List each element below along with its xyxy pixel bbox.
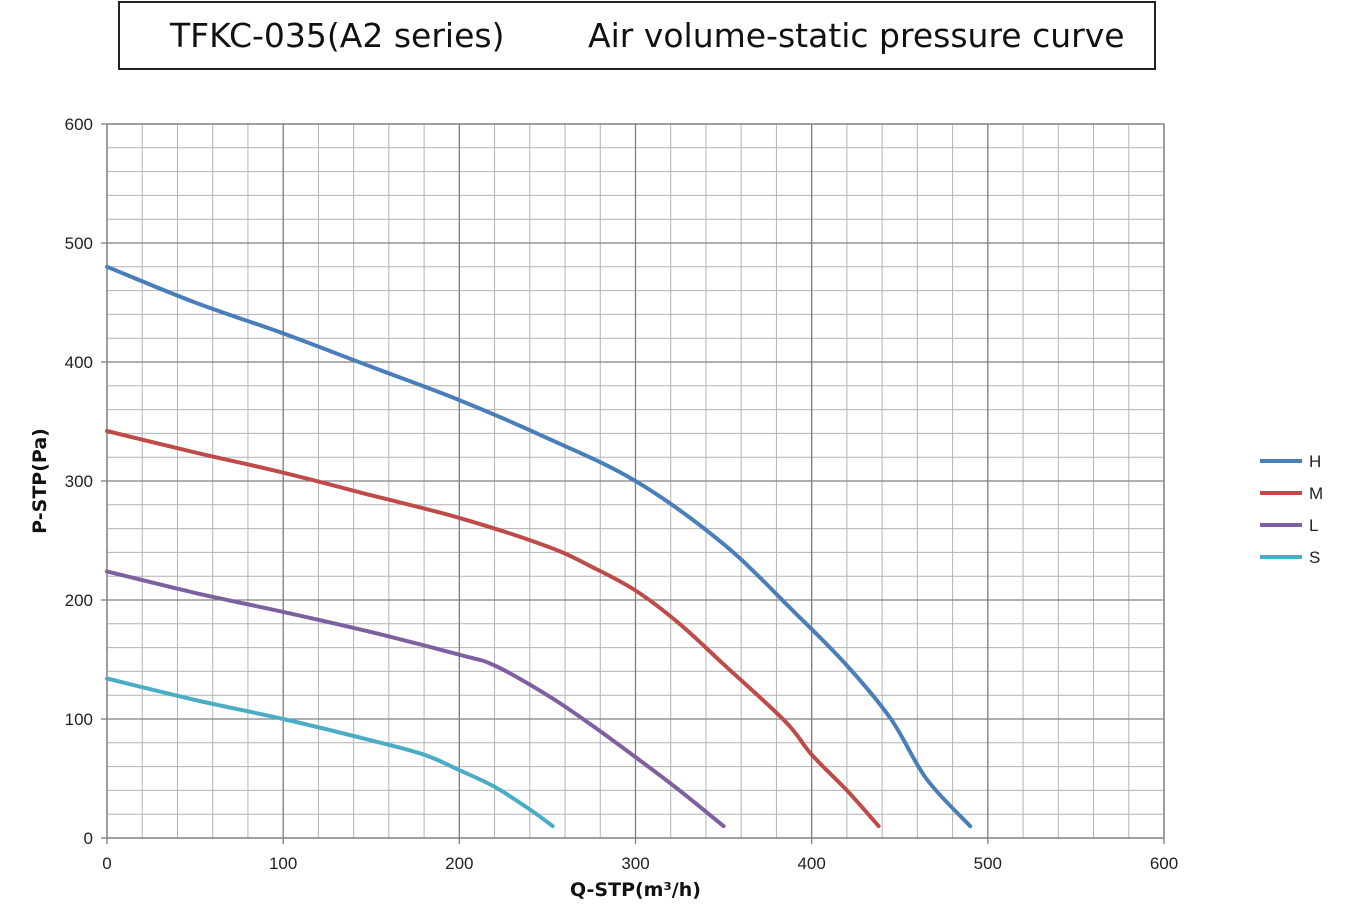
legend-label-m: M — [1309, 484, 1323, 503]
x-tick-label: 200 — [445, 854, 473, 873]
x-tick-label: 400 — [797, 854, 825, 873]
legend-label-l: L — [1309, 516, 1318, 535]
y-tick-label: 0 — [84, 829, 93, 848]
series-line-l — [105, 569, 726, 829]
x-tick-label: 600 — [1150, 854, 1178, 873]
chart-title-model: TFKC-035(A2 series) — [170, 16, 505, 55]
chart-series — [105, 264, 973, 829]
x-tick-label: 500 — [974, 854, 1002, 873]
y-tick-label: 300 — [65, 472, 93, 491]
series-line-m — [105, 429, 881, 829]
chart-title-description: Air volume-static pressure curve — [588, 16, 1125, 55]
y-axis-ticks: 0 100 200 300 400 500 600 — [65, 115, 107, 848]
x-tick-label: 0 — [102, 854, 111, 873]
x-axis-title: Q-STP(m³/h) — [570, 879, 701, 901]
legend-label-h: H — [1309, 452, 1321, 471]
x-axis-ticks: 0 100 200 300 400 500 600 — [102, 838, 1178, 873]
chart-title-box: TFKC-035(A2 series) Air volume-static pr… — [118, 1, 1156, 70]
series-line-s — [105, 676, 555, 829]
y-axis-title: P-STP(Pa) — [29, 428, 51, 534]
series-line-h — [105, 264, 973, 829]
legend-label-s: S — [1309, 548, 1320, 567]
y-tick-label: 400 — [65, 353, 93, 372]
y-tick-label: 500 — [65, 234, 93, 253]
x-tick-label: 100 — [269, 854, 297, 873]
y-tick-label: 100 — [65, 710, 93, 729]
y-tick-label: 200 — [65, 591, 93, 610]
x-tick-label: 300 — [621, 854, 649, 873]
y-tick-label: 600 — [65, 115, 93, 134]
